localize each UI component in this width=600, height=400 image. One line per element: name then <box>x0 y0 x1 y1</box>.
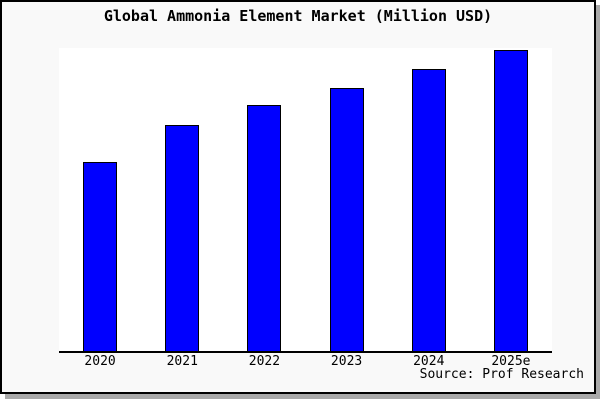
bar-2025e <box>494 50 528 351</box>
plot-area <box>59 48 552 353</box>
source-credit: Source: Prof Research <box>419 367 584 382</box>
bar-2020 <box>83 162 117 351</box>
chart-title: Global Ammonia Element Market (Million U… <box>103 7 493 25</box>
x-axis-labels: 2020 2021 2022 2023 2024 2025e <box>59 355 552 370</box>
chart-frame: Global Ammonia Element Market (Million U… <box>0 0 596 394</box>
bar-2021 <box>165 125 199 351</box>
x-tick-label-2024: 2024 <box>413 354 445 369</box>
x-tick-label-2023: 2023 <box>330 354 363 369</box>
bar-2022 <box>247 105 281 351</box>
bar-2023 <box>330 88 364 351</box>
x-tick-label-2021: 2021 <box>166 354 198 369</box>
x-tick-label-2022: 2022 <box>248 354 281 369</box>
x-tick-label-2020: 2020 <box>84 354 116 369</box>
bar-2024 <box>412 69 446 351</box>
x-tick-label-2025e: 2025e <box>491 354 531 369</box>
